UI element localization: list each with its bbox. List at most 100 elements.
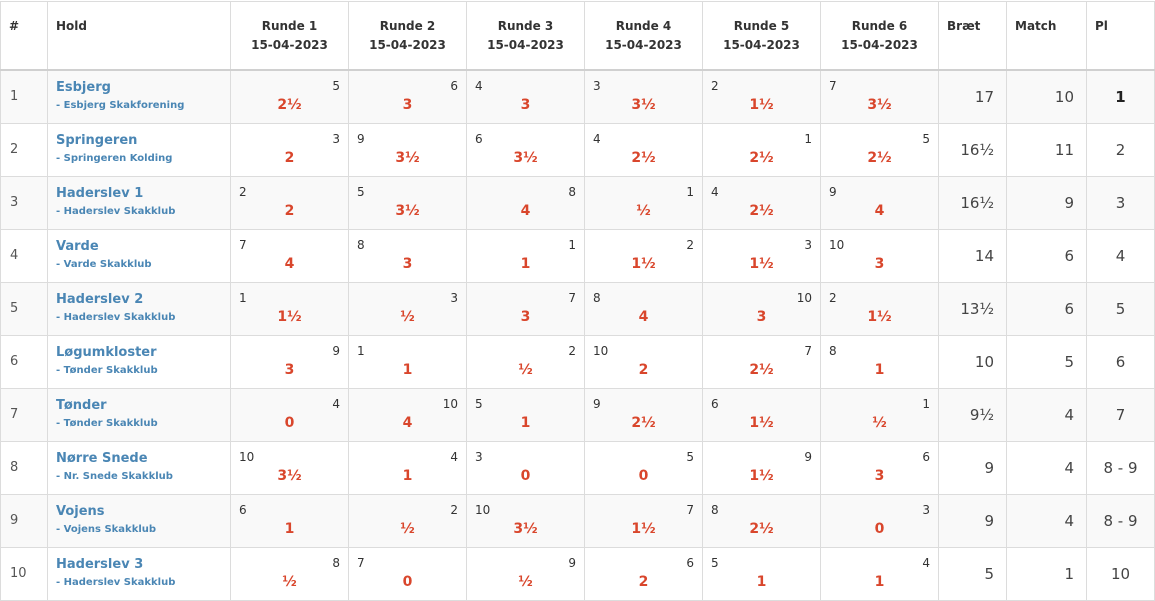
opponent-number: 4 [450, 449, 458, 464]
team-cell: Nørre Snede - Nr. Snede Skakklub [47, 440, 231, 495]
team-name-link[interactable]: Haderslev 1 [56, 186, 144, 201]
round-score[interactable]: 1½ [749, 467, 774, 484]
round-score[interactable]: 0 [874, 520, 885, 537]
opponent-number: 4 [593, 131, 601, 146]
round-score[interactable]: ½ [518, 361, 533, 378]
club-name-link[interactable]: - Esbjerg Skakforening [56, 100, 185, 112]
round-result-cell: 9 3½ [348, 122, 467, 177]
place: 3 [1086, 175, 1155, 230]
club-name-link[interactable]: - Springeren Kolding [56, 153, 173, 164]
round-score[interactable]: 3½ [631, 97, 656, 113]
round-score[interactable]: 2½ [277, 97, 302, 113]
round-score[interactable]: ½ [636, 202, 651, 219]
round-score[interactable]: 3 [520, 308, 531, 325]
round-score[interactable]: 3 [874, 255, 885, 272]
round-score[interactable]: 1½ [749, 97, 774, 113]
round-score[interactable]: 2½ [749, 202, 774, 219]
club-name-link[interactable]: - Haderslev Skakklub [56, 577, 176, 588]
round-score[interactable]: 3 [402, 97, 413, 113]
round-score[interactable]: 1 [402, 467, 413, 484]
round-score[interactable]: 2½ [749, 149, 774, 166]
round-score[interactable]: 3½ [867, 97, 892, 113]
team-name-link[interactable]: Vojens [56, 504, 105, 519]
opponent-number: 2 [450, 502, 458, 517]
board-points: 5 [938, 546, 1007, 601]
table-row: 10 Haderslev 3- Haderslev Skakklub 8 ½ 7 0 9 ½ 6… [0, 546, 1155, 601]
opponent-number: 8 [332, 555, 340, 570]
team-name-link[interactable]: Løgumkloster [56, 345, 157, 360]
round-score[interactable]: 2½ [631, 414, 656, 431]
table-row: 5 Haderslev 2- Haderslev Skakklub 1 1½ 3 ½ 7 3 8… [0, 281, 1155, 336]
round-score[interactable]: 1½ [631, 255, 656, 272]
round-score[interactable]: 2½ [749, 361, 774, 378]
round-score[interactable]: 2 [284, 149, 295, 166]
round-score[interactable]: 3½ [395, 202, 420, 219]
opponent-number: 1 [568, 237, 576, 252]
round-score[interactable]: ½ [400, 308, 415, 325]
round-score[interactable]: 3½ [513, 520, 538, 537]
round-score[interactable]: 1 [756, 573, 767, 590]
round-score[interactable]: 3 [402, 255, 413, 272]
round-score[interactable]: 1½ [749, 255, 774, 272]
round-score[interactable]: 3½ [395, 149, 420, 166]
round-score[interactable]: 3 [520, 97, 531, 113]
team-name-link[interactable]: Springeren [56, 133, 138, 148]
round-score[interactable]: 1 [520, 414, 531, 431]
team-name-link[interactable]: Nørre Snede [56, 451, 148, 466]
round-score[interactable]: 1 [874, 361, 885, 378]
club-name-link[interactable]: - Haderslev Skakklub [56, 312, 176, 323]
round-score[interactable]: 2½ [867, 149, 892, 166]
round-score[interactable]: 1½ [631, 520, 656, 537]
round-score[interactable]: 1½ [749, 414, 774, 431]
round-score[interactable]: ½ [518, 573, 533, 590]
round-score[interactable]: 3 [874, 467, 885, 484]
team-name-link[interactable]: Varde [56, 239, 99, 254]
round-score[interactable]: 3 [284, 361, 295, 378]
round-score[interactable]: 2 [284, 202, 295, 219]
club-name-link[interactable]: - Varde Skakklub [56, 259, 152, 270]
round-score[interactable]: ½ [872, 414, 887, 431]
round-score[interactable]: 2½ [631, 149, 656, 166]
round-score[interactable]: ½ [282, 573, 297, 590]
team-cell: Tønder - Tønder Skakklub [47, 387, 231, 442]
round-score[interactable]: 1 [284, 520, 295, 537]
team-name-link[interactable]: Haderslev 2 [56, 292, 144, 307]
round-score[interactable]: 4 [402, 414, 413, 431]
round-score[interactable]: 1 [402, 361, 413, 378]
opponent-number: 9 [804, 449, 812, 464]
round-score[interactable]: 1½ [277, 308, 302, 325]
round-score[interactable]: 3 [756, 308, 767, 325]
row-number: 2 [0, 122, 48, 177]
round-score[interactable]: 3½ [277, 467, 302, 484]
round-score[interactable]: 4 [874, 202, 885, 219]
round-score[interactable]: 4 [520, 202, 531, 219]
round-score[interactable]: 4 [284, 255, 295, 272]
opponent-number: 1 [686, 184, 694, 199]
round-score[interactable]: 4 [638, 308, 649, 325]
round-score[interactable]: 1 [874, 573, 885, 590]
club-name-link[interactable]: - Haderslev Skakklub [56, 206, 176, 217]
round-score[interactable]: 2½ [749, 520, 774, 537]
round-score[interactable]: 1½ [867, 308, 892, 325]
round-score[interactable]: 3½ [513, 149, 538, 166]
round-score[interactable]: ½ [400, 520, 415, 537]
round-score[interactable]: 0 [284, 414, 295, 431]
club-name-link[interactable]: - Tønder Skakklub [56, 418, 158, 429]
team-name-link[interactable]: Esbjerg [56, 80, 111, 96]
round-score[interactable]: 1 [520, 255, 531, 272]
round-score[interactable]: 2 [638, 361, 649, 378]
col-header-round-3: Runde 3 15-04-2023 [466, 1, 585, 71]
club-name-link[interactable]: - Nr. Snede Skakklub [56, 471, 173, 482]
team-name-link[interactable]: Tønder [56, 398, 107, 413]
club-name-link[interactable]: - Tønder Skakklub [56, 365, 158, 376]
round-score[interactable]: 2 [638, 573, 649, 590]
round-score[interactable]: 0 [402, 573, 413, 590]
club-name-link[interactable]: - Vojens Skakklub [56, 524, 157, 535]
team-name-link[interactable]: Haderslev 3 [56, 557, 144, 572]
round-score[interactable]: 0 [638, 467, 649, 484]
round-score[interactable]: 0 [520, 467, 531, 484]
